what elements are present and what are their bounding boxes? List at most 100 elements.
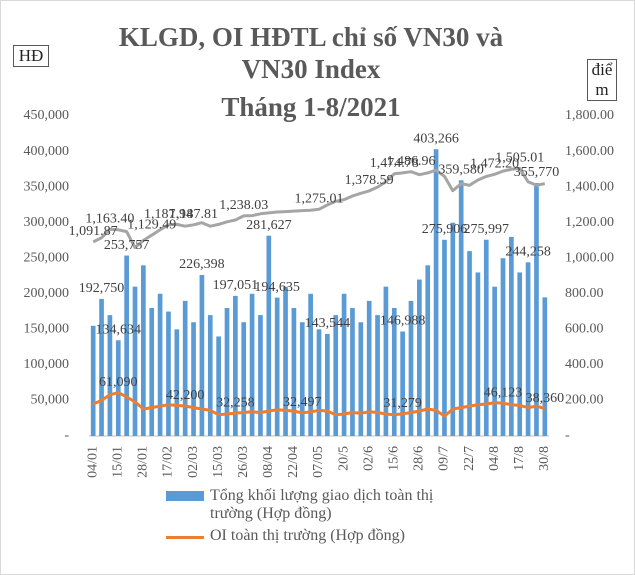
data-label: 281,627	[246, 218, 292, 233]
data-label: 1,091.87	[69, 224, 118, 239]
data-label: 32,258	[216, 395, 255, 410]
bar	[283, 286, 288, 436]
bar	[534, 183, 539, 436]
bar	[274, 297, 280, 436]
bar	[258, 315, 263, 436]
bar	[141, 265, 146, 436]
bar	[207, 315, 213, 436]
bar	[341, 293, 347, 436]
bar	[299, 322, 305, 436]
data-label: 197,051	[213, 278, 259, 293]
x-tick-label: 17/02	[161, 446, 176, 478]
data-label: 275,997	[464, 222, 510, 237]
data-label: 253,757	[104, 238, 150, 253]
bar	[157, 293, 163, 436]
data-label: 1,474.78	[370, 156, 419, 171]
bar	[375, 315, 380, 436]
y2-tick-label: 1,800.00	[565, 108, 614, 123]
x-tick-label: 20/5	[336, 446, 351, 471]
y-tick-label: 50,000	[31, 393, 70, 408]
bar	[233, 295, 238, 436]
y-tick-label: 150,000	[24, 322, 70, 337]
bar	[383, 286, 389, 436]
data-label: 1,472.20	[470, 156, 519, 171]
y-tick-label: 250,000	[24, 250, 70, 265]
bar	[291, 308, 297, 436]
bar	[316, 329, 322, 436]
bar	[458, 180, 464, 436]
bar	[400, 331, 405, 436]
y-tick-label: -	[64, 428, 69, 443]
bar	[199, 275, 205, 436]
data-label: 194,635	[254, 280, 300, 295]
x-tick-label: 09/7	[437, 446, 452, 471]
bar	[425, 265, 431, 436]
bar	[115, 340, 121, 436]
x-tick-label: 28/6	[412, 446, 427, 471]
y2-tick-label: -	[565, 428, 570, 443]
legend-entry: OI toàn thị trường (Hợp đồng)	[166, 527, 466, 545]
bar	[266, 235, 272, 436]
x-tick-label: 22/7	[462, 446, 477, 471]
line	[92, 166, 546, 250]
data-label: 1,238.03	[219, 198, 268, 213]
bar	[433, 149, 439, 436]
bar	[542, 297, 548, 436]
y2-tick-label: 600.00	[565, 322, 604, 337]
bar	[391, 308, 397, 436]
y2-tick-label: 1,400.00	[565, 179, 614, 194]
bar	[224, 308, 230, 436]
x-tick-label: 17/8	[512, 446, 527, 471]
data-label: 244,258	[505, 245, 551, 260]
y-axis-label: HĐ	[13, 45, 49, 67]
data-label: 1,275.01	[295, 192, 344, 207]
y-tick-label: 200,000	[24, 286, 70, 301]
data-label: 32,497	[283, 395, 322, 410]
bar	[249, 293, 255, 436]
data-label: 134,634	[96, 322, 142, 337]
x-tick-label: 04/01	[85, 446, 100, 478]
y-tick-label: 400,000	[24, 144, 70, 159]
data-label: 355,770	[514, 165, 560, 180]
bar	[483, 239, 489, 436]
y-tick-label: 450,000	[24, 108, 70, 123]
bar	[107, 315, 113, 436]
bar	[174, 329, 180, 436]
bar	[475, 272, 481, 436]
data-label: 31,279	[383, 396, 422, 411]
data-label: 146,988	[380, 314, 426, 329]
bar	[467, 251, 472, 436]
x-tick-label: 02/03	[186, 446, 201, 478]
bar	[216, 336, 221, 436]
x-tick-label: 07/05	[311, 446, 326, 478]
data-label: 42,200	[166, 388, 205, 403]
data-label: 1,129.49	[127, 217, 176, 232]
bar	[99, 298, 104, 436]
data-label: 1,486.96	[387, 154, 436, 169]
bar	[442, 239, 447, 436]
bar	[450, 222, 456, 436]
legend-swatch	[166, 536, 204, 539]
bar	[90, 325, 96, 436]
bar	[500, 258, 506, 436]
x-tick-label: 26/03	[236, 446, 251, 478]
y2-tick-label: 1,200.00	[565, 215, 614, 230]
bar	[166, 311, 171, 436]
bar	[525, 262, 531, 436]
bar	[417, 279, 422, 436]
bar	[333, 315, 339, 436]
x-tick-label: 15/03	[211, 446, 226, 478]
x-tick-label: 04/8	[487, 446, 502, 471]
bar	[325, 333, 330, 436]
data-label: 1,187.94	[144, 207, 193, 222]
legend-swatch	[166, 491, 204, 501]
legend-label: OI toàn thị trường (Hợp đồng)	[210, 527, 405, 544]
bar	[182, 300, 188, 436]
bar	[132, 286, 138, 436]
chart-subtitle: Tháng 1-8/2021	[221, 92, 401, 122]
data-label: 275,906	[422, 222, 468, 237]
data-label: 1,505.01	[495, 151, 544, 166]
data-label: 359,580	[438, 163, 484, 178]
